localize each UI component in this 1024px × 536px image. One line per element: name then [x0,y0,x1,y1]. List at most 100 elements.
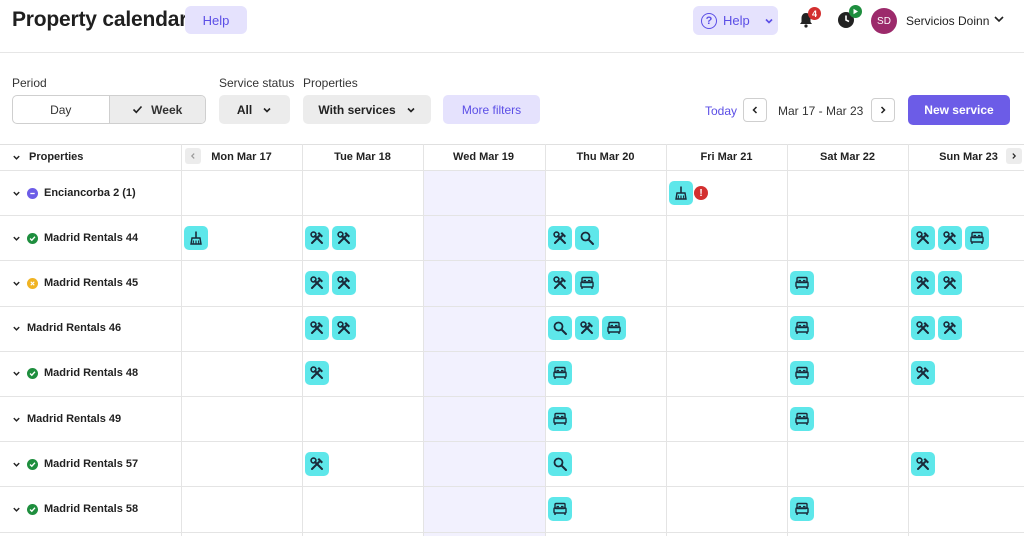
tools-icon [309,456,325,472]
service-chip[interactable] [332,226,356,250]
property-row-label[interactable]: Enciancorba 2 (1) [12,186,136,200]
service-chip[interactable] [938,271,962,295]
bed-icon [794,501,810,517]
grid-row-divider [0,351,1024,352]
service-chip[interactable] [911,316,935,340]
service-chip[interactable] [938,316,962,340]
grid-row-divider [0,486,1024,487]
chevron-down-icon [13,462,20,467]
scroll-left-button[interactable] [185,148,201,164]
grid-column-divider [302,144,303,536]
service-chip[interactable] [548,226,572,250]
service-chip[interactable] [575,226,599,250]
service-chip[interactable] [790,316,814,340]
chevron-down-icon [13,371,20,376]
service-chip[interactable] [965,226,989,250]
more-filters-button[interactable]: More filters [443,95,540,124]
property-row-label[interactable]: Madrid Rentals 44 [12,231,138,245]
service-chip[interactable] [790,361,814,385]
service-chip[interactable] [602,316,626,340]
property-row-label[interactable]: Madrid Rentals 48 [12,366,138,380]
properties-value: With services [318,102,396,117]
chevron-down-icon[interactable] [993,13,1005,25]
grid-row-divider [0,532,1024,533]
next-week-button[interactable] [871,98,895,122]
tools-icon [309,230,325,246]
service-chip[interactable] [790,407,814,431]
grid-row-divider [0,170,1024,171]
service-chip[interactable] [938,226,962,250]
property-row-label[interactable]: Madrid Rentals 57 [12,457,138,471]
service-chip[interactable] [575,271,599,295]
period-toggle: Day Week [12,95,206,124]
help-button[interactable]: Help [185,6,247,34]
tools-icon [309,320,325,336]
properties-column-header[interactable]: Properties [12,151,83,163]
period-day-option[interactable]: Day [50,102,72,117]
play-icon [849,5,862,18]
service-chip[interactable] [548,361,572,385]
chevron-left-icon [190,153,195,159]
service-chip[interactable] [548,271,572,295]
property-row-label[interactable]: Madrid Rentals 46 [12,321,121,335]
service-chip[interactable] [790,497,814,521]
tools-icon [552,275,568,291]
grid-column-divider [666,144,667,536]
day-header: Thu Mar 20 [576,151,635,163]
service-chip[interactable] [548,452,572,476]
property-row-label[interactable]: Madrid Rentals 49 [12,412,121,426]
avatar[interactable]: SD [871,8,897,34]
question-icon: ? [701,12,717,29]
service-chip[interactable] [332,271,356,295]
previous-week-button[interactable] [743,98,767,122]
service-chip[interactable] [548,497,572,521]
chevron-down-icon [13,155,20,160]
chevron-down-icon [13,507,20,512]
tools-icon [309,365,325,381]
service-chip[interactable] [305,452,329,476]
user-name[interactable]: Servicios Doinn [906,14,990,28]
chevron-down-icon [13,191,20,196]
tools-icon [336,230,352,246]
service-chip[interactable] [911,452,935,476]
scroll-right-button[interactable] [1006,148,1022,164]
service-chip[interactable] [790,271,814,295]
tools-icon [336,320,352,336]
bed-icon [794,275,810,291]
service-chip[interactable] [575,316,599,340]
tools-icon [915,456,931,472]
day-header: Fri Mar 21 [700,151,753,163]
grid-row-divider [0,260,1024,261]
service-chip[interactable] [548,407,572,431]
property-row-label[interactable]: Madrid Rentals 58 [12,502,138,516]
service-chip[interactable] [305,316,329,340]
service-chip[interactable] [305,271,329,295]
magnifier-icon [552,456,568,472]
today-link[interactable]: Today [705,104,738,118]
service-chip[interactable] [332,316,356,340]
period-week-label: Week [151,102,183,117]
service-chip[interactable] [548,316,572,340]
period-week-option[interactable]: Week [108,96,205,123]
property-row-label[interactable]: Madrid Rentals 45 [12,276,138,290]
service-chip[interactable] [911,226,935,250]
bed-icon [606,320,622,336]
service-chip[interactable] [305,361,329,385]
warning-circle-icon [27,277,38,289]
service-chip[interactable] [305,226,329,250]
properties-dropdown[interactable]: With services [303,95,431,124]
service-chip[interactable] [911,361,935,385]
help-menu-button[interactable]: ? Help [693,6,778,35]
service-status-dropdown[interactable]: All [219,95,290,124]
service-chip[interactable] [669,181,693,205]
property-name: Madrid Rentals 58 [44,503,139,515]
grid-column-divider [787,144,788,536]
service-chip[interactable] [184,226,208,250]
new-service-button[interactable]: New service [908,95,1010,125]
notifications-badge: 4 [808,7,821,20]
check-circle-icon [27,458,38,470]
tools-icon [942,230,958,246]
service-chip[interactable] [911,271,935,295]
bed-icon [969,230,985,246]
tools-icon [552,230,568,246]
